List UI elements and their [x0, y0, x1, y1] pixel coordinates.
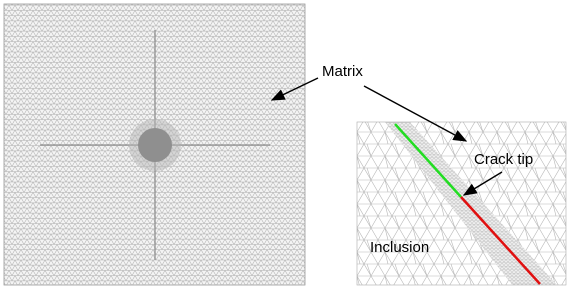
inset-mesh — [357, 122, 566, 295]
crack-tip-label: Crack tip — [474, 151, 533, 168]
figure: Matrix Crack tip Inclusion — [0, 0, 574, 298]
inclusion-label: Inclusion — [370, 239, 429, 256]
matrix-label: Matrix — [322, 63, 363, 80]
matrix-mesh — [4, 4, 305, 285]
